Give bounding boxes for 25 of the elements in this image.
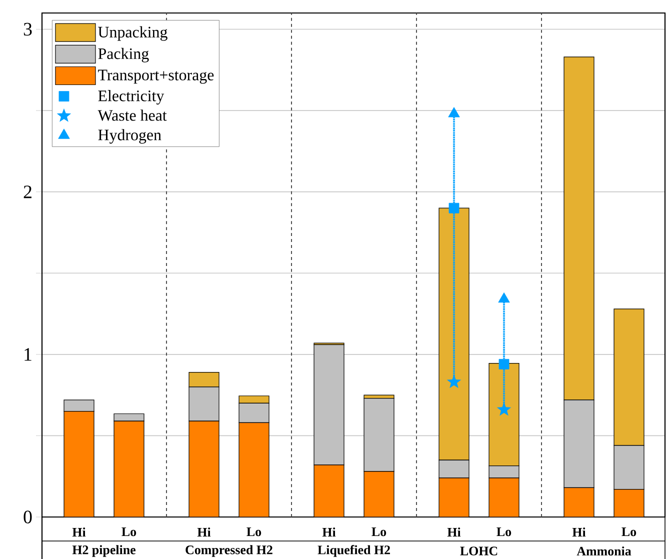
x-tick-label: Hi bbox=[572, 528, 586, 537]
text: Liquefied H2 bbox=[318, 545, 390, 557]
legend-label: Transport+storage bbox=[98, 70, 214, 84]
y-tick-label: 1 bbox=[24, 348, 32, 361]
x-tick-label: Lo bbox=[496, 528, 512, 536]
x-tick-label: Lo bbox=[246, 528, 262, 536]
text: H2 pipeline bbox=[72, 545, 136, 557]
y-tick-label: 0 bbox=[24, 510, 32, 524]
x-tick-label: Lo bbox=[372, 528, 386, 536]
x-tick-label: Lo bbox=[622, 528, 636, 536]
y-tick-label: 2 bbox=[24, 186, 32, 198]
text: Ammonia bbox=[576, 546, 632, 556]
legend-label: Hydrogen bbox=[98, 129, 162, 144]
legend-label: Unpacking bbox=[98, 26, 168, 41]
text: Compressed H2 bbox=[186, 545, 272, 557]
y-tick-label: 3 bbox=[24, 22, 32, 36]
x-tick-label: Hi bbox=[447, 528, 461, 537]
x-tick-label: Hi bbox=[197, 528, 211, 537]
legend-label: Packing bbox=[98, 48, 149, 62]
x-tick-label: Lo bbox=[122, 528, 136, 536]
x-tick-label: Hi bbox=[322, 528, 336, 537]
legend-label: Electricity bbox=[98, 90, 164, 105]
x-tick-label: Hi bbox=[72, 528, 86, 537]
legend-label: Waste heat bbox=[98, 110, 167, 121]
text: LOHC bbox=[460, 546, 498, 556]
